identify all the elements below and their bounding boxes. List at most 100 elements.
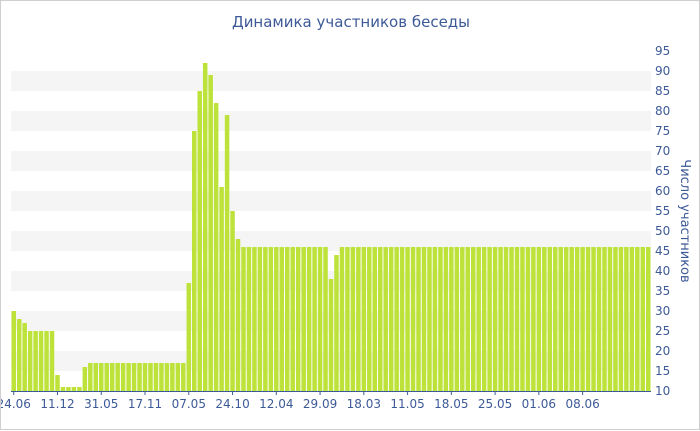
bar <box>22 323 27 391</box>
y-tick-label: 95 <box>655 44 670 58</box>
bar <box>274 247 279 391</box>
bar <box>498 247 503 391</box>
bar <box>460 247 465 391</box>
bar <box>93 363 99 391</box>
bar <box>213 103 219 391</box>
grid-band <box>11 191 651 211</box>
bar <box>285 247 290 391</box>
bar <box>383 247 388 391</box>
bar <box>66 387 71 391</box>
bar <box>509 247 514 391</box>
bar <box>476 247 481 391</box>
bar <box>640 247 646 391</box>
bar <box>33 331 38 391</box>
grid-band <box>11 71 651 91</box>
bar <box>115 363 120 391</box>
y-tick-label: 80 <box>655 104 670 118</box>
bar <box>60 387 66 391</box>
bar <box>525 247 531 391</box>
bar <box>71 387 77 391</box>
grid-band <box>11 151 651 171</box>
bar <box>235 239 241 391</box>
bar <box>520 247 525 391</box>
y-tick-label: 65 <box>655 164 670 178</box>
bar <box>252 247 257 391</box>
bar <box>279 247 285 391</box>
bar <box>328 279 334 391</box>
bar <box>104 363 109 391</box>
bar <box>295 247 301 391</box>
y-tick-label: 30 <box>655 304 670 318</box>
y-tick-label: 40 <box>655 264 670 278</box>
bar <box>99 363 104 391</box>
bar <box>334 255 339 391</box>
bar <box>416 247 421 391</box>
bar <box>109 363 115 391</box>
x-tick-label: 31.05 <box>84 397 118 411</box>
x-tick-label: 24.10 <box>215 397 249 411</box>
bar <box>607 247 613 391</box>
y-tick-label: 35 <box>655 284 670 298</box>
y-tick-label: 45 <box>655 244 670 258</box>
bar <box>345 247 350 391</box>
bar <box>624 247 629 391</box>
bar <box>635 247 640 391</box>
bar <box>372 247 378 391</box>
y-tick-label: 70 <box>655 144 670 158</box>
bar <box>427 247 432 391</box>
bar <box>536 247 542 391</box>
bar <box>388 247 394 391</box>
bar <box>531 247 536 391</box>
bar <box>367 247 372 391</box>
bar <box>44 331 49 391</box>
bar <box>159 363 164 391</box>
bar <box>153 363 159 391</box>
bar <box>246 247 252 391</box>
bar <box>574 247 580 391</box>
bar <box>514 247 520 391</box>
bar <box>323 247 328 391</box>
x-tick-label: 08.06 <box>565 397 599 411</box>
bar <box>580 247 585 391</box>
bar <box>16 319 22 391</box>
bar <box>563 247 569 391</box>
bar <box>492 247 498 391</box>
x-tick-label: 12.04 <box>259 397 293 411</box>
bar <box>120 363 126 391</box>
x-tick-label: 25.05 <box>478 397 512 411</box>
bar <box>361 247 367 391</box>
bar <box>181 363 186 391</box>
bar <box>202 63 208 391</box>
bar <box>438 247 443 391</box>
bar <box>618 247 624 391</box>
y-tick-label: 10 <box>655 384 670 398</box>
bar <box>170 363 175 391</box>
bar <box>613 247 618 391</box>
bar <box>503 247 509 391</box>
bar <box>339 247 345 391</box>
y-tick-label: 55 <box>655 204 670 218</box>
grid-band <box>11 111 651 131</box>
bar <box>553 247 558 391</box>
bar <box>602 247 607 391</box>
bar <box>481 247 487 391</box>
bar <box>49 331 55 391</box>
bar <box>399 247 405 391</box>
bar <box>410 247 416 391</box>
bar <box>301 247 306 391</box>
x-tick-label: 11.12 <box>40 397 74 411</box>
y-axis-title: Число участников <box>677 159 692 282</box>
bar <box>394 247 399 391</box>
bar <box>38 331 44 391</box>
bar <box>27 331 33 391</box>
y-tick-label: 50 <box>655 224 670 238</box>
bar <box>164 363 170 391</box>
bar <box>591 247 596 391</box>
bar <box>257 247 263 391</box>
bar <box>421 247 427 391</box>
bar <box>197 91 202 391</box>
x-tick-label: 11.05 <box>390 397 424 411</box>
bar <box>88 363 93 391</box>
